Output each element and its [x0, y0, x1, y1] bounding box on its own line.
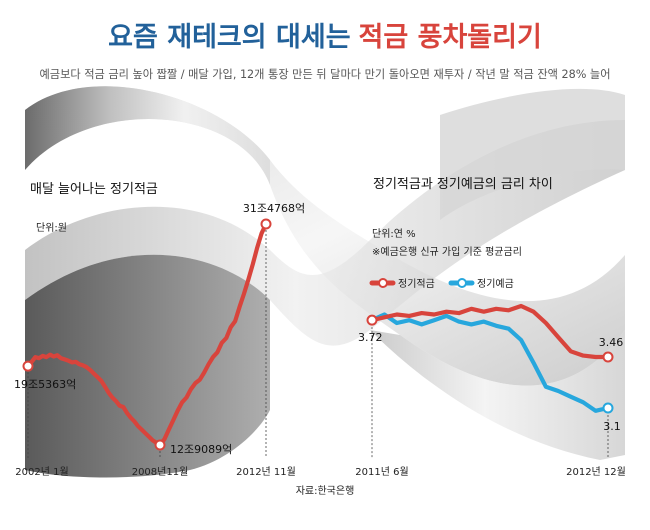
right-data-point-savings-end	[602, 351, 614, 363]
title-part-1: 요즘 재테크의 대세는	[108, 22, 350, 53]
left-x-tick: 2012년 11월	[236, 466, 296, 478]
left-data-point	[154, 439, 166, 451]
right-series-deposit-line	[369, 312, 611, 413]
right-series-savings-line	[369, 303, 611, 360]
right-chart-unit: 단위:연 %	[372, 227, 416, 240]
right-label-deposit-end: 3.1	[603, 420, 621, 433]
source-note: 자료:한국은행	[296, 485, 355, 497]
legend-label-deposit: 정기예금	[477, 278, 514, 290]
legend-label-savings: 정기적금	[398, 278, 435, 290]
right-x-tick: 2011년 6월	[355, 466, 408, 478]
left-chart-plot: 2002년 1월 2008년11월 2012년 11월 19조5363억 12조9089…	[14, 202, 305, 478]
title: 요즘 재테크의 대세는 적금 풍차돌리기	[108, 22, 542, 53]
left-label-min: 12조9089억	[170, 443, 232, 456]
legend: 정기적금 정기예금	[369, 278, 514, 290]
decorative-ribbon	[25, 86, 625, 478]
left-data-point	[260, 218, 272, 230]
left-x-tick: 2002년 1월	[15, 466, 68, 478]
left-label-end: 31조4768억	[243, 202, 305, 215]
left-chart-unit: 단위:원	[36, 221, 67, 234]
left-series-line	[25, 221, 269, 448]
left-label-start: 19조5363억	[14, 378, 76, 391]
title-part-2: 적금 풍차돌리기	[359, 22, 542, 53]
right-label-start: 3.72	[358, 331, 383, 344]
right-chart-plot: 2011년 6월 2012년 12월 3.72 3.46 3.1	[355, 303, 626, 478]
right-chart-note: ※예금은행 신규 가입 기준 평균금리	[372, 245, 522, 258]
right-data-point-start	[366, 314, 378, 326]
right-x-tick: 2012년 12월	[566, 466, 626, 478]
right-label-savings-end: 3.46	[599, 336, 624, 349]
right-chart-title: 정기적금과 정기예금의 금리 차이	[373, 177, 553, 192]
subtitle: 예금보다 적금 금리 높아 짭짤 / 매달 가입, 12개 통장 만든 뒤 달마…	[39, 67, 610, 81]
legend-item-deposit: 정기예금	[448, 278, 514, 290]
right-data-point-deposit-end	[602, 402, 614, 414]
left-x-tick: 2008년11월	[132, 466, 189, 478]
left-chart-title: 매달 늘어나는 정기적금	[30, 182, 158, 197]
left-data-point	[22, 360, 34, 372]
legend-item-savings: 정기적금	[369, 278, 435, 290]
